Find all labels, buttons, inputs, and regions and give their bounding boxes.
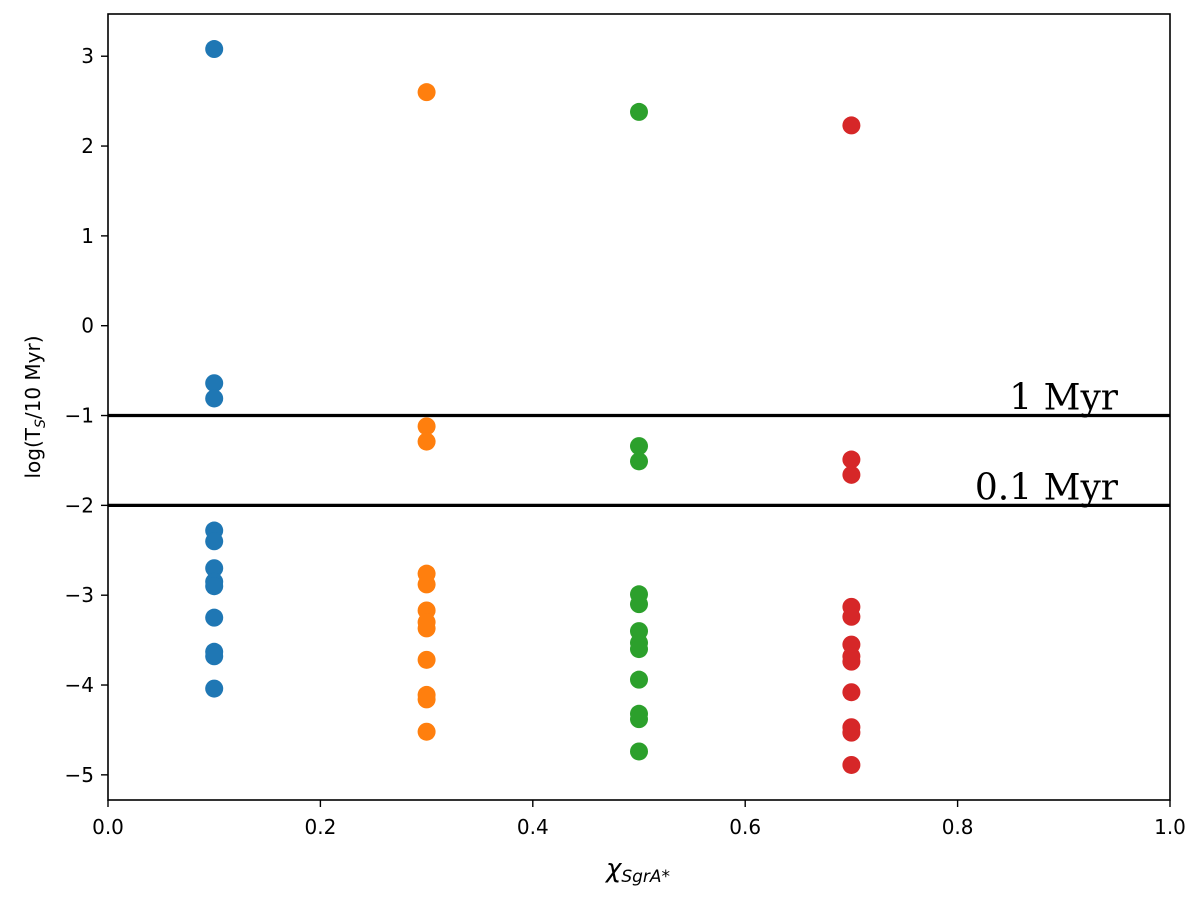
data-point (205, 577, 224, 596)
data-point (417, 722, 436, 741)
data-point (205, 608, 224, 627)
data-point (842, 116, 861, 135)
data-point (630, 742, 648, 761)
data-point (630, 437, 648, 456)
x-tick-label: 0.2 (304, 815, 336, 839)
y-tick-label: −2 (65, 493, 94, 517)
data-point (205, 679, 224, 698)
y-tick-label: −4 (65, 673, 94, 697)
reference-line-label: 1 Myr (1009, 378, 1119, 419)
y-tick-label: 3 (81, 44, 94, 68)
data-point (205, 647, 224, 666)
x-axis-label: χSgrA* (604, 854, 670, 887)
x-tick-label: 0.6 (729, 815, 761, 839)
data-point (842, 683, 861, 702)
data-point (842, 723, 861, 742)
x-axis-label-subscript: SgrA* (621, 867, 670, 887)
data-point (630, 670, 648, 689)
data-point (417, 432, 436, 451)
data-point (417, 83, 436, 102)
data-point (842, 465, 861, 484)
data-point (417, 575, 436, 594)
data-point (630, 710, 648, 729)
x-tick-label: 0.4 (517, 815, 549, 839)
y-tick-label: 1 (81, 224, 94, 248)
data-point (205, 389, 224, 408)
x-tick-label: 0.8 (942, 815, 974, 839)
data-point (417, 650, 436, 669)
data-point (630, 595, 648, 614)
data-point (205, 374, 224, 393)
markers-layer (205, 40, 861, 774)
data-point (630, 452, 648, 471)
y-tick-label: 0 (81, 314, 94, 338)
data-point (205, 559, 224, 578)
x-axis-ticks: 0.0 0.2 0.4 0.6 0.8 1.0 (92, 800, 1186, 839)
x-tick-label: 0.0 (92, 815, 124, 839)
data-point (205, 532, 224, 551)
y-tick-label: −1 (65, 404, 94, 428)
x-tick-label: 1.0 (1154, 815, 1186, 839)
data-point (842, 607, 861, 626)
y-axis-label-subscript: S (33, 419, 49, 428)
y-tick-label: −3 (65, 583, 94, 607)
data-point (630, 640, 648, 659)
y-tick-label: 2 (81, 134, 94, 158)
data-point (842, 755, 861, 774)
data-point (417, 417, 436, 436)
y-axis-label-main: log(T (21, 427, 45, 478)
reference-lines: 1 Myr 0.1 Myr (108, 378, 1170, 508)
y-axis-ticks: −5 −4 −3 −2 −1 0 1 2 3 (65, 44, 108, 787)
plot-frame (107, 13, 1171, 801)
data-point (417, 690, 436, 709)
data-point (842, 450, 861, 469)
y-axis-label-suffix: /10 Myr) (21, 335, 45, 419)
data-point (205, 40, 224, 59)
x-axis-label-symbol: χ (604, 854, 623, 884)
reference-line-label: 0.1 Myr (975, 467, 1119, 508)
data-point (842, 652, 861, 671)
y-axis-label: log(TS/10 Myr) (21, 335, 49, 478)
y-tick-label: −5 (65, 763, 94, 787)
data-point (630, 102, 648, 121)
data-point (417, 619, 436, 638)
